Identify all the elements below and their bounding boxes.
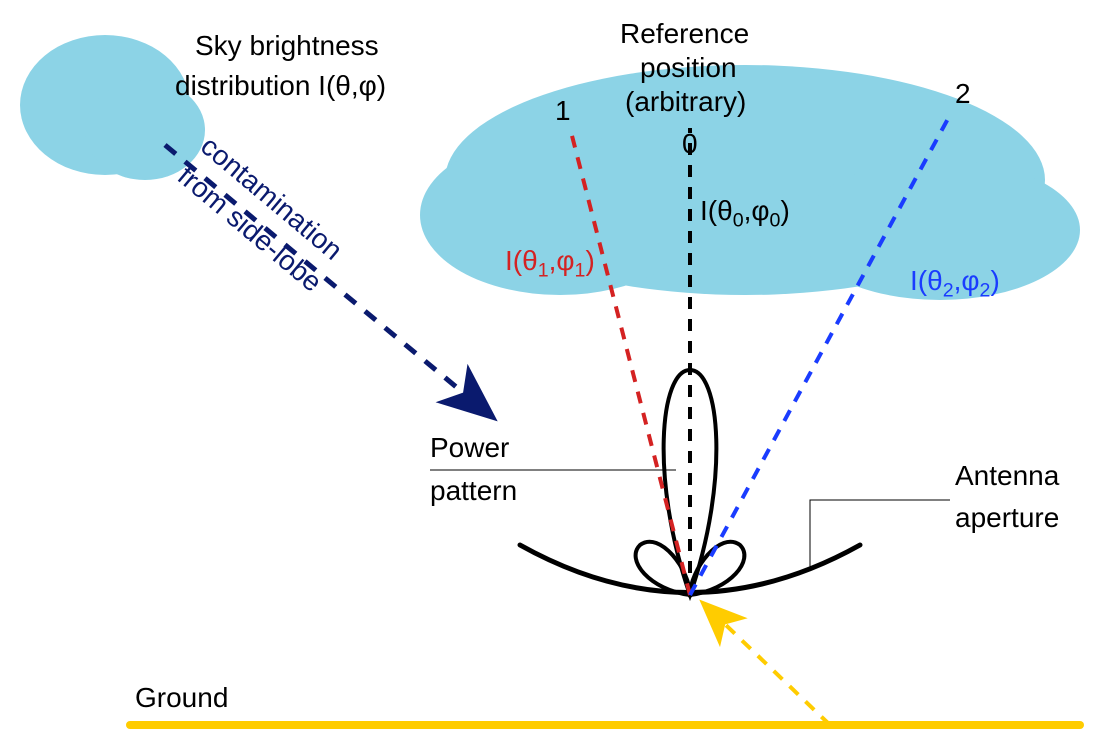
i-theta0-phi0-label: I(θ0,φ0) xyxy=(700,195,790,233)
sky-cloud-left xyxy=(20,35,205,180)
ray1-number: 1 xyxy=(555,95,571,127)
diagram-canvas xyxy=(0,0,1105,751)
sky-brightness-label-1: Sky brightness xyxy=(195,30,379,62)
power-pattern-label-2: pattern xyxy=(430,475,517,507)
reference-label-2: position xyxy=(640,52,737,84)
antenna-aperture-label-1: Antenna xyxy=(955,460,1059,492)
ground-label: Ground xyxy=(135,682,228,714)
reference-label-1: Reference xyxy=(620,18,749,50)
antenna-aperture-label-2: aperture xyxy=(955,502,1059,534)
reference-label-3: (arbitrary) xyxy=(625,86,746,118)
ground-reflection-arrow xyxy=(705,605,830,725)
ray2-number: 2 xyxy=(955,78,971,110)
sky-brightness-label-2: distribution I(θ,φ) xyxy=(175,70,386,102)
power-pattern-label-1: Power xyxy=(430,432,509,464)
i-theta2-phi2-label: I(θ2,φ2) xyxy=(910,265,1000,303)
ray0-number: 0 xyxy=(682,128,698,160)
i-theta1-phi1-label: I(θ1,φ1) xyxy=(505,245,595,283)
